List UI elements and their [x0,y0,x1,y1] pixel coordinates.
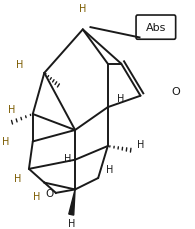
FancyBboxPatch shape [136,16,176,40]
Text: H: H [16,60,23,69]
Text: O: O [46,188,54,198]
Text: H: H [117,94,125,104]
Text: H: H [64,153,71,163]
Text: H: H [106,164,113,174]
Text: H: H [2,137,10,147]
Text: H: H [137,139,144,149]
Text: H: H [8,105,15,115]
Text: H: H [79,4,86,14]
Polygon shape [69,190,75,215]
Text: O: O [171,87,180,97]
Text: H: H [14,173,21,183]
Text: H: H [33,191,41,202]
Text: Abs: Abs [146,23,166,33]
Text: H: H [67,218,75,228]
